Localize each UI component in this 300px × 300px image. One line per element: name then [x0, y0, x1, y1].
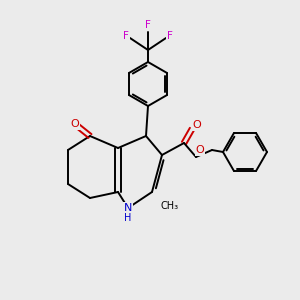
Text: F: F [123, 31, 129, 41]
Text: O: O [193, 120, 201, 130]
Text: F: F [145, 20, 151, 30]
Text: F: F [167, 31, 173, 41]
Text: O: O [196, 145, 204, 155]
Text: O: O [70, 119, 80, 129]
Text: N: N [124, 203, 132, 213]
Text: H: H [124, 213, 132, 223]
Text: CH₃: CH₃ [161, 201, 179, 211]
